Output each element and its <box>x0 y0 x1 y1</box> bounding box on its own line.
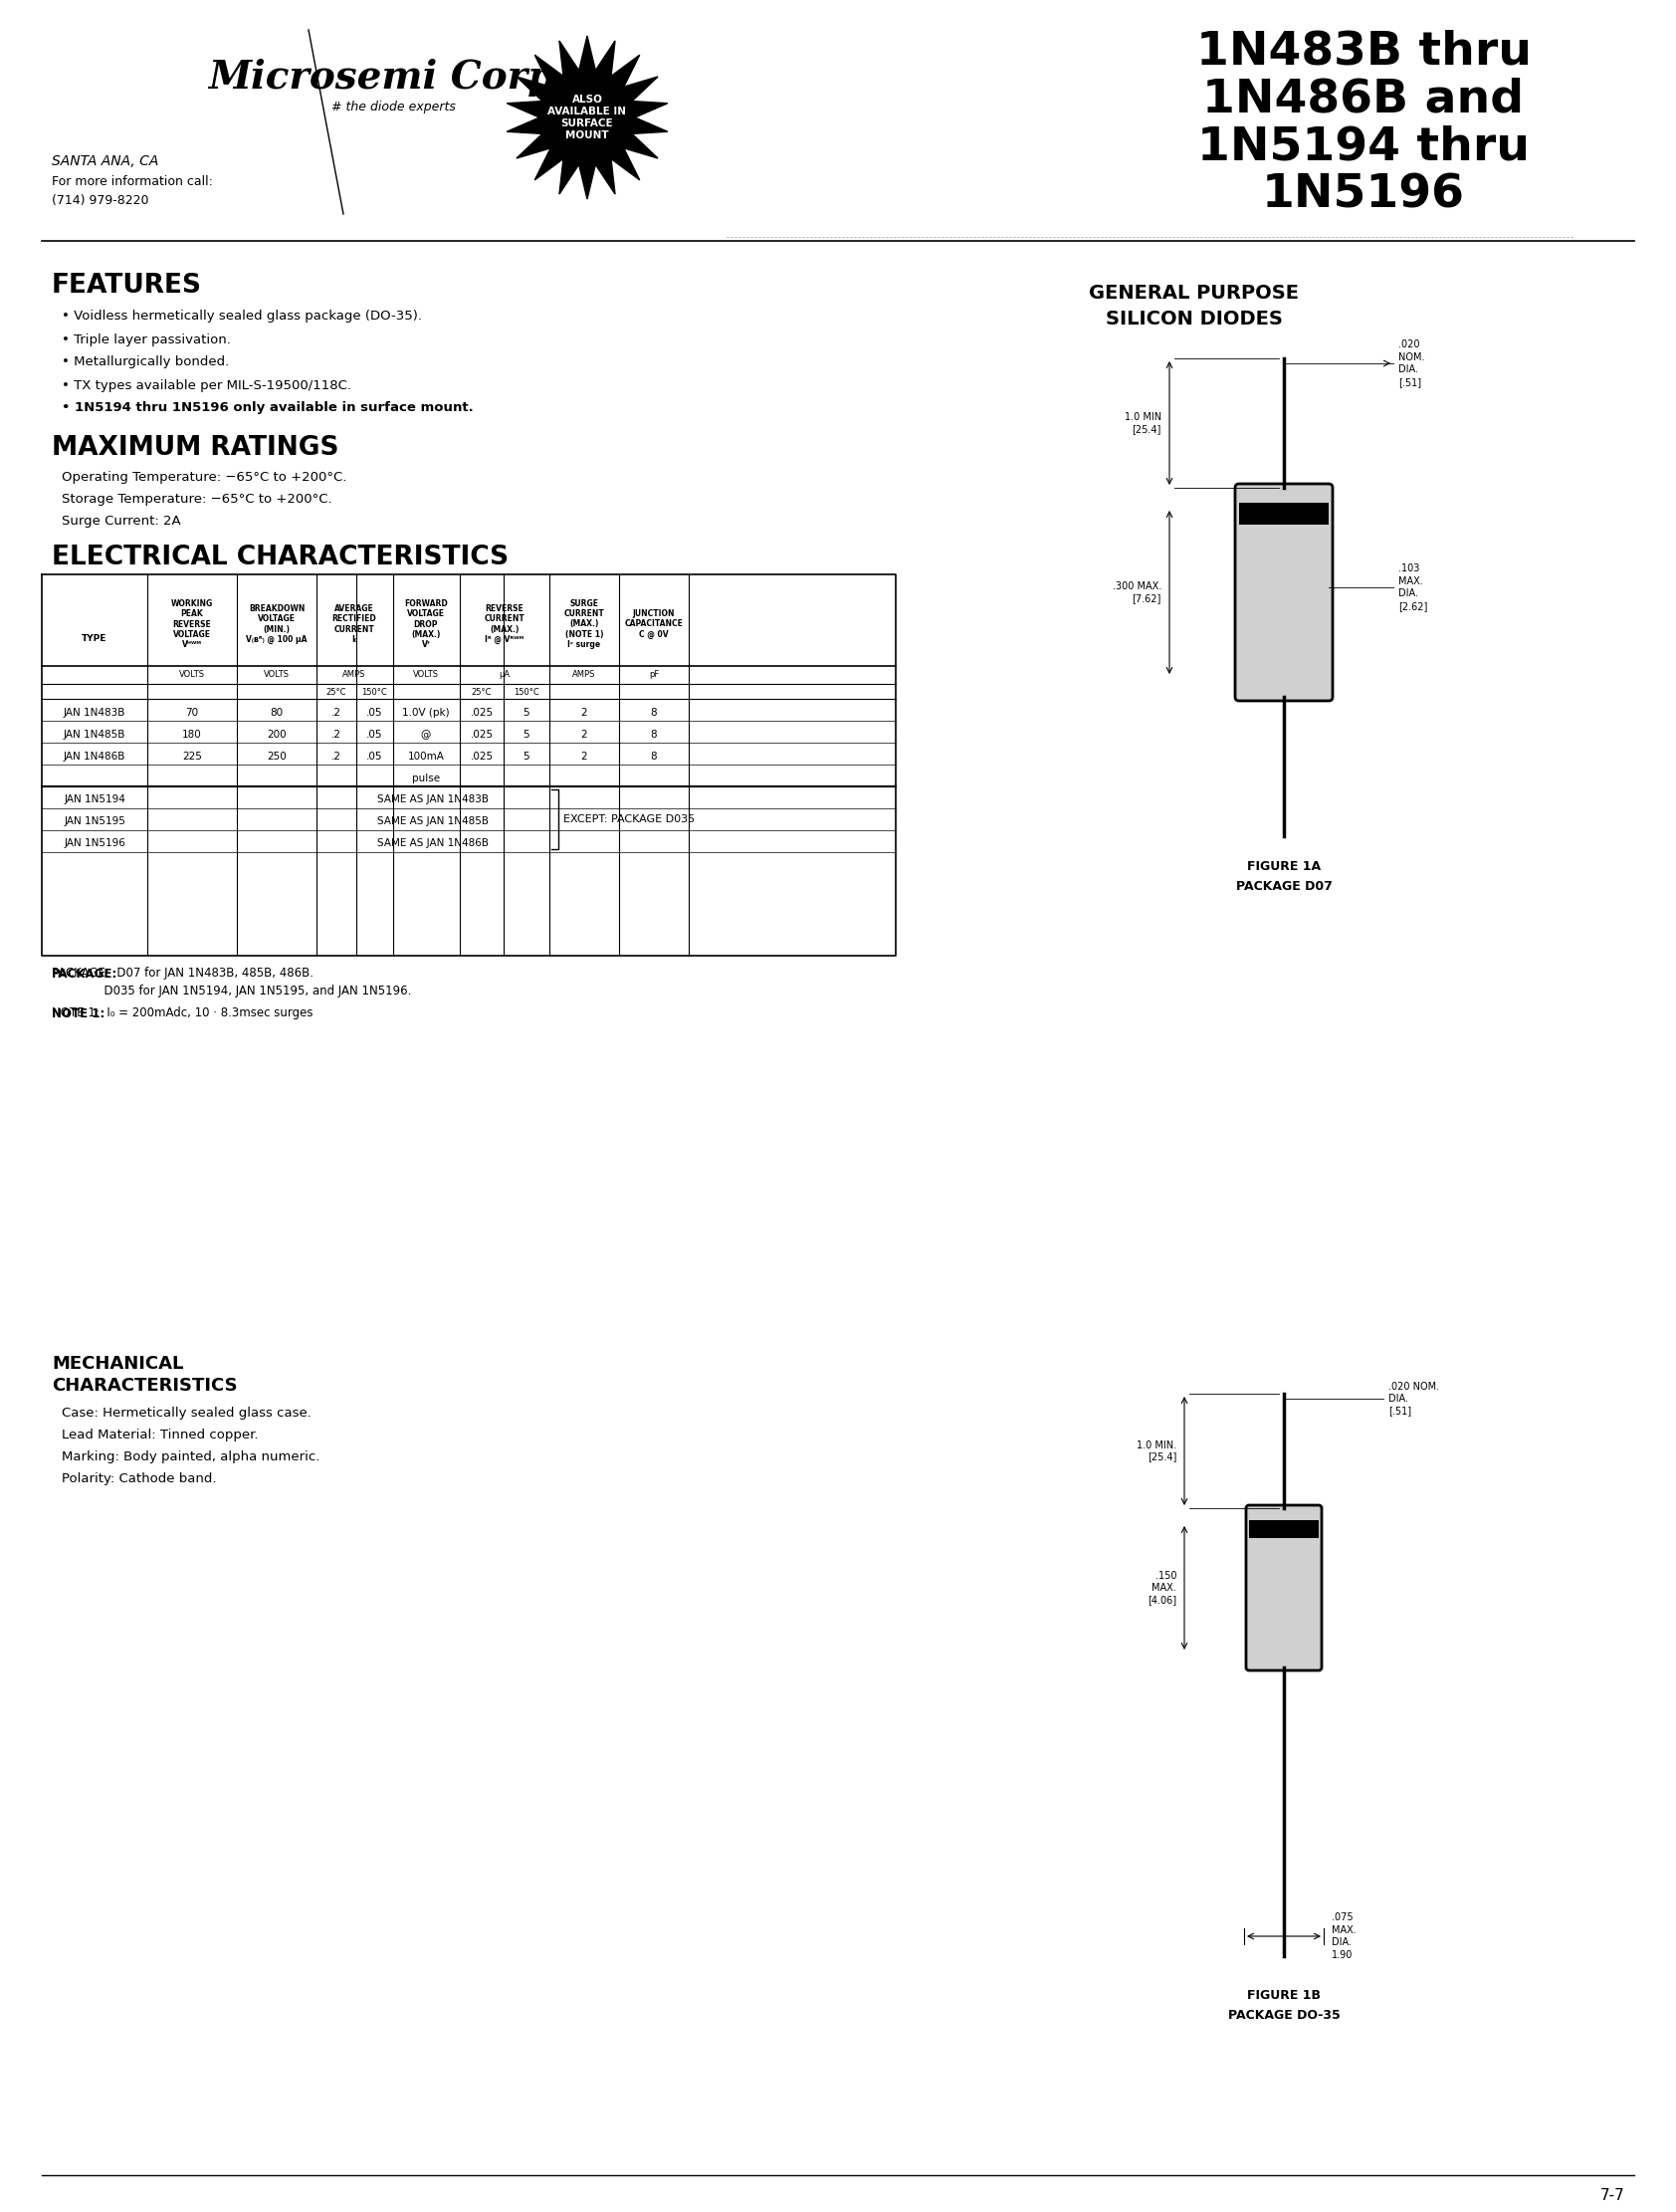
Text: Operating Temperature: −65°C to +200°C.: Operating Temperature: −65°C to +200°C. <box>62 471 347 482</box>
Text: MAXIMUM RATINGS: MAXIMUM RATINGS <box>52 436 339 460</box>
Text: Surge Current: 2A: Surge Current: 2A <box>62 513 181 526</box>
Text: .025: .025 <box>471 708 493 717</box>
Text: ALSO
AVAILABLE IN
SURFACE
MOUNT: ALSO AVAILABLE IN SURFACE MOUNT <box>548 95 627 139</box>
Text: 1N5196: 1N5196 <box>1262 173 1465 217</box>
Text: NOTE 1:  I₀ = 200mAdc, 10 · 8.3msec surges: NOTE 1: I₀ = 200mAdc, 10 · 8.3msec surge… <box>52 1006 313 1020</box>
Text: JAN 1N486B: JAN 1N486B <box>64 752 126 761</box>
Text: # the diode experts: # the diode experts <box>330 102 456 115</box>
Text: 180: 180 <box>183 730 201 739</box>
Text: 1.0V (pk): 1.0V (pk) <box>402 708 449 717</box>
Text: EXCEPT: PACKAGE D035: EXCEPT: PACKAGE D035 <box>563 814 696 825</box>
Text: JAN 1N485B: JAN 1N485B <box>64 730 126 739</box>
Text: FORWARD
VOLTAGE
DROP
(MAX.)
Vᶠ: FORWARD VOLTAGE DROP (MAX.) Vᶠ <box>404 599 447 650</box>
Text: μA: μA <box>499 670 510 679</box>
Text: FIGURE 1A: FIGURE 1A <box>1247 860 1321 872</box>
Text: Microsemi Corp.: Microsemi Corp. <box>208 60 568 97</box>
Text: NOTE 1:: NOTE 1: <box>52 1006 104 1020</box>
Text: BREAKDOWN
VOLTAGE
(MIN.)
V₍ʙᴿ₎ @ 100 μA: BREAKDOWN VOLTAGE (MIN.) V₍ʙᴿ₎ @ 100 μA <box>246 604 307 644</box>
Text: ELECTRICAL CHARACTERISTICS: ELECTRICAL CHARACTERISTICS <box>52 544 510 571</box>
Text: • Voidless hermetically sealed glass package (DO-35).: • Voidless hermetically sealed glass pac… <box>62 310 422 323</box>
Text: 2: 2 <box>582 708 588 717</box>
Text: • Triple layer passivation.: • Triple layer passivation. <box>62 334 231 345</box>
Text: 25°C: 25°C <box>471 688 491 697</box>
Text: 100mA: 100mA <box>407 752 444 761</box>
Text: 5: 5 <box>523 752 530 761</box>
Text: WORKING
PEAK
REVERSE
VOLTAGE
Vᴴᵂᴹ: WORKING PEAK REVERSE VOLTAGE Vᴴᵂᴹ <box>171 599 213 650</box>
Text: pF: pF <box>649 670 659 679</box>
Text: FIGURE 1B: FIGURE 1B <box>1247 1989 1321 2002</box>
Text: .2: .2 <box>332 708 342 717</box>
Text: JAN 1N483B: JAN 1N483B <box>64 708 126 717</box>
Text: .075
MAX.
DIA.
1.90: .075 MAX. DIA. 1.90 <box>1332 1913 1356 1960</box>
Text: .020
NOM.
DIA.
[.51]: .020 NOM. DIA. [.51] <box>1398 341 1425 387</box>
Text: D035 for JAN 1N5194, JAN 1N5195, and JAN 1N5196.: D035 for JAN 1N5194, JAN 1N5195, and JAN… <box>52 984 411 998</box>
Text: FEATURES: FEATURES <box>52 272 203 299</box>
Text: GENERAL PURPOSE: GENERAL PURPOSE <box>1089 283 1299 303</box>
Text: 7-7: 7-7 <box>1601 2188 1624 2203</box>
Text: JAN 1N5196: JAN 1N5196 <box>64 838 126 847</box>
Text: MECHANICAL: MECHANICAL <box>52 1356 183 1374</box>
Text: PACKAGE:  D07 for JAN 1N483B, 485B, 486B.: PACKAGE: D07 for JAN 1N483B, 485B, 486B. <box>52 967 313 980</box>
Text: Storage Temperature: −65°C to +200°C.: Storage Temperature: −65°C to +200°C. <box>62 493 332 504</box>
Text: 1N5194 thru: 1N5194 thru <box>1197 124 1530 170</box>
Text: SAME AS JAN 1N483B: SAME AS JAN 1N483B <box>377 794 489 805</box>
Text: 1N483B thru: 1N483B thru <box>1195 29 1532 75</box>
Text: Polarity: Cathode band.: Polarity: Cathode band. <box>62 1473 216 1486</box>
Text: .300 MAX.
[7.62]: .300 MAX. [7.62] <box>1113 582 1161 604</box>
Text: SAME AS JAN 1N486B: SAME AS JAN 1N486B <box>377 838 489 847</box>
Text: 200: 200 <box>266 730 287 739</box>
Text: PACKAGE:: PACKAGE: <box>52 967 117 980</box>
Text: 1N486B and: 1N486B and <box>1203 77 1523 122</box>
Text: AMPS: AMPS <box>342 670 365 679</box>
Text: .025: .025 <box>471 752 493 761</box>
Text: .2: .2 <box>332 752 342 761</box>
Text: • 1N5194 thru 1N5196 only available in surface mount.: • 1N5194 thru 1N5196 only available in s… <box>62 403 474 414</box>
Text: @: @ <box>421 730 431 739</box>
Text: 5: 5 <box>523 730 530 739</box>
Text: .05: .05 <box>365 752 382 761</box>
Text: JAN 1N5194: JAN 1N5194 <box>64 794 126 805</box>
Text: 1.0 MIN.
[25.4]: 1.0 MIN. [25.4] <box>1136 1440 1177 1462</box>
Text: PACKAGE DO-35: PACKAGE DO-35 <box>1229 2008 1341 2022</box>
Text: VOLTS: VOLTS <box>179 670 204 679</box>
Text: REVERSE
CURRENT
(MAX.)
Iᴿ @ Vᴿᵂᴹ: REVERSE CURRENT (MAX.) Iᴿ @ Vᴿᵂᴹ <box>484 604 525 644</box>
Text: .150
MAX.
[4.06]: .150 MAX. [4.06] <box>1148 1571 1177 1604</box>
Text: 80: 80 <box>270 708 283 717</box>
Text: .025: .025 <box>471 730 493 739</box>
Text: AMPS: AMPS <box>573 670 597 679</box>
Text: 150°C: 150°C <box>362 688 387 697</box>
Text: .2: .2 <box>332 730 342 739</box>
Text: .05: .05 <box>365 730 382 739</box>
Text: For more information call:: For more information call: <box>52 175 213 188</box>
FancyBboxPatch shape <box>1249 1520 1319 1537</box>
Text: Marking: Body painted, alpha numeric.: Marking: Body painted, alpha numeric. <box>62 1451 320 1464</box>
Text: 2: 2 <box>582 752 588 761</box>
Text: 70: 70 <box>186 708 199 717</box>
Text: 5: 5 <box>523 708 530 717</box>
Text: 25°C: 25°C <box>327 688 347 697</box>
Text: SILICON DIODES: SILICON DIODES <box>1106 310 1282 327</box>
Text: 8: 8 <box>650 730 657 739</box>
Text: CHARACTERISTICS: CHARACTERISTICS <box>52 1376 238 1396</box>
Text: SANTA ANA, CA: SANTA ANA, CA <box>52 155 159 168</box>
Text: 225: 225 <box>183 752 203 761</box>
Text: • TX types available per MIL-S-19500/118C.: • TX types available per MIL-S-19500/118… <box>62 378 352 392</box>
Text: 150°C: 150°C <box>513 688 540 697</box>
Text: SURGE
CURRENT
(MAX.)
(NOTE 1)
Iᶜ surge: SURGE CURRENT (MAX.) (NOTE 1) Iᶜ surge <box>563 599 605 650</box>
Text: VOLTS: VOLTS <box>263 670 290 679</box>
Text: 2: 2 <box>582 730 588 739</box>
FancyBboxPatch shape <box>1245 1504 1322 1670</box>
Text: 1.0 MIN
[25.4]: 1.0 MIN [25.4] <box>1125 411 1161 434</box>
Text: PACKAGE D07: PACKAGE D07 <box>1235 880 1332 891</box>
Text: TYPE: TYPE <box>82 635 107 644</box>
Text: JAN 1N5195: JAN 1N5195 <box>64 816 126 827</box>
Text: .103
MAX.
DIA.
[2.62]: .103 MAX. DIA. [2.62] <box>1398 564 1428 611</box>
Text: (714) 979-8220: (714) 979-8220 <box>52 195 149 208</box>
Text: 8: 8 <box>650 708 657 717</box>
Text: • Metallurgically bonded.: • Metallurgically bonded. <box>62 356 230 369</box>
Text: Lead Material: Tinned copper.: Lead Material: Tinned copper. <box>62 1429 258 1442</box>
Text: .020 NOM.
DIA.
[.51]: .020 NOM. DIA. [.51] <box>1388 1380 1440 1416</box>
FancyBboxPatch shape <box>1235 484 1332 701</box>
Text: VOLTS: VOLTS <box>412 670 439 679</box>
Text: Case: Hermetically sealed glass case.: Case: Hermetically sealed glass case. <box>62 1407 312 1420</box>
